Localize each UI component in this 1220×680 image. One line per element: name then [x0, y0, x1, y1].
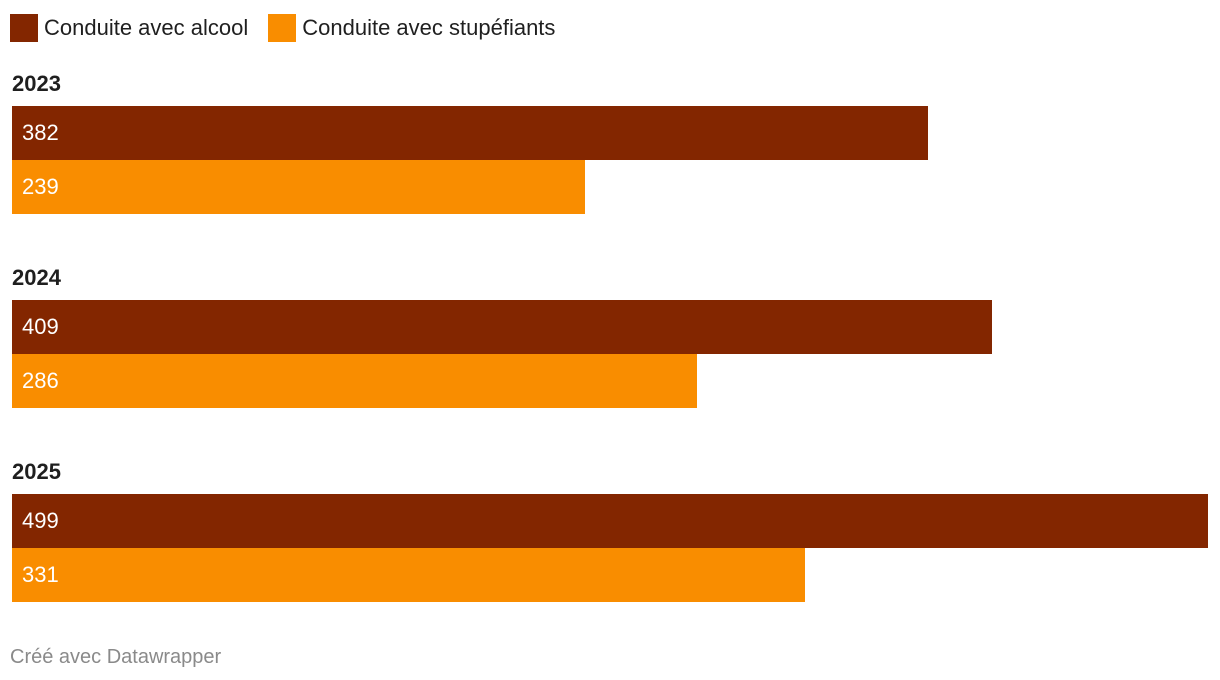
bar-value-label: 409 [22, 314, 59, 339]
bar-2023-series-0: 382 [12, 106, 928, 160]
chart-legend: Conduite avec alcool Conduite avec stupé… [10, 13, 555, 43]
legend-swatch-stupefiants [268, 14, 297, 42]
footer-credit: Créé avec Datawrapper [10, 646, 222, 668]
category-label: 2024 [12, 265, 61, 290]
legend-label-stupefiants: Conduite avec stupéfiants [302, 15, 556, 40]
category-label: 2025 [12, 459, 61, 484]
bar-value-label: 499 [22, 508, 59, 533]
legend-label-alcool: Conduite avec alcool [44, 15, 249, 40]
bar-value-label: 286 [22, 368, 59, 393]
bar-group-2023: 2023 382 239 [12, 70, 1208, 214]
bar-2024-series-0: 409 [12, 300, 992, 354]
legend-item-alcool: Conduite avec alcool [10, 13, 248, 43]
bar-2024-series-1: 286 [12, 354, 697, 408]
bar-2023-series-1: 239 [12, 160, 585, 214]
bar-value-label: 331 [22, 562, 59, 587]
bar-2025-series-1: 331 [12, 548, 805, 602]
bar-group-2025: 2025 499 331 [12, 458, 1208, 602]
bar-value-label: 239 [22, 174, 59, 199]
bar-group-2024: 2024 409 286 [12, 264, 1208, 408]
bar-2025-series-0: 499 [12, 494, 1208, 548]
bar-value-label: 382 [22, 120, 59, 145]
legend-swatch-alcool [10, 14, 38, 42]
legend-item-stupefiants: Conduite avec stupéfiants [268, 13, 555, 43]
category-label: 2023 [12, 71, 61, 96]
